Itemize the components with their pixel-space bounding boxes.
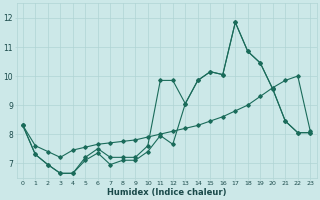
X-axis label: Humidex (Indice chaleur): Humidex (Indice chaleur) — [107, 188, 226, 197]
